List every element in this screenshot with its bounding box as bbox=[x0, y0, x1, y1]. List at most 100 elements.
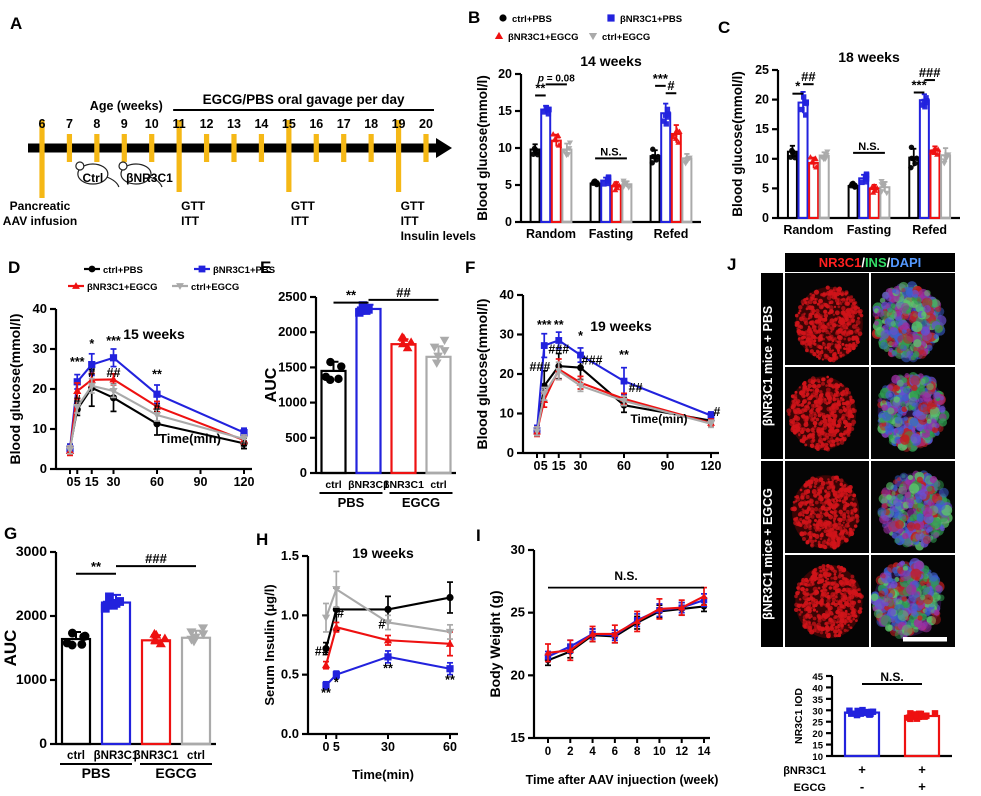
x-category-label: βNR3C1 bbox=[94, 750, 139, 762]
bar bbox=[818, 154, 830, 219]
bar bbox=[808, 161, 820, 219]
x-tick-label: 5 bbox=[541, 459, 548, 473]
week-label: 12 bbox=[200, 117, 214, 131]
significance-label: # bbox=[337, 607, 344, 621]
timeline-annotation: Insulin levels bbox=[401, 229, 477, 243]
series-line bbox=[325, 587, 451, 633]
y-tick-label: 20 bbox=[498, 67, 512, 81]
week-label: 16 bbox=[309, 117, 323, 131]
x-category-label: βNR3C1 bbox=[383, 479, 424, 491]
y-tick-label: 2500 bbox=[278, 289, 307, 304]
week-label: 20 bbox=[419, 117, 433, 131]
y-tick-label: 15 bbox=[812, 741, 823, 752]
timeline-tick bbox=[231, 134, 237, 162]
week-label: 9 bbox=[121, 117, 128, 131]
group-bracket-label: EGCG bbox=[402, 495, 440, 510]
chart-title: 18 weeks bbox=[838, 49, 900, 65]
significance-label: ** bbox=[152, 368, 162, 382]
y-tick-label: 2000 bbox=[278, 324, 307, 339]
x-axis-label: Time(min) bbox=[352, 767, 414, 782]
legend-label: βNR3C1+PBS bbox=[620, 14, 682, 25]
y-tick-label: 20 bbox=[500, 366, 514, 381]
significance-label: ## bbox=[629, 381, 643, 395]
x-category-label: Refed bbox=[912, 223, 947, 237]
week-label: 18 bbox=[364, 117, 378, 131]
bar bbox=[670, 132, 682, 223]
x-category-label: Refed bbox=[654, 227, 689, 241]
significance-label: ### bbox=[548, 342, 569, 356]
legend-label: βNR3C1+EGCG bbox=[87, 282, 157, 293]
x-tick-label: 120 bbox=[234, 475, 255, 489]
y-tick-label: 0.0 bbox=[281, 726, 299, 741]
legend-label: ctrl+PBS bbox=[512, 14, 552, 25]
significance-label: ** bbox=[91, 559, 102, 574]
y-tick-label: 25 bbox=[755, 63, 769, 77]
week-label: 19 bbox=[392, 117, 406, 131]
x-tick-label: 15 bbox=[552, 459, 566, 473]
y-tick-label: 0.5 bbox=[281, 667, 299, 682]
panel-h-label: H bbox=[256, 530, 269, 549]
timeline-annotation: ITT bbox=[181, 214, 200, 228]
panel-g-label: G bbox=[4, 524, 18, 543]
significance-label: ### bbox=[582, 354, 603, 368]
bar bbox=[847, 185, 859, 219]
y-tick-label: 15 bbox=[498, 104, 512, 118]
row-label: βNR3C1 bbox=[783, 765, 826, 777]
scale-bar bbox=[903, 637, 947, 642]
week-label: 13 bbox=[227, 117, 241, 131]
week-label: 17 bbox=[337, 117, 351, 131]
panel-a-timeline: 6 7 8 9 10 11 12 13 14 15 16 17 18 19 20 Age (weeks) EGC… bbox=[3, 92, 476, 243]
x-tick-label: 0 bbox=[534, 459, 541, 473]
bar bbox=[355, 307, 382, 475]
y-tick-label: 20 bbox=[511, 667, 525, 682]
significance-label: * bbox=[578, 329, 583, 343]
y-tick-label: 5 bbox=[505, 178, 512, 192]
x-tick-label: 120 bbox=[701, 459, 722, 473]
significance-label: ** bbox=[619, 348, 629, 362]
bar bbox=[797, 101, 809, 220]
significance-label: # bbox=[241, 438, 248, 452]
panel-c: C 0 5 10 15 20 25 Blood glucose(mmol/l) Random F… bbox=[718, 18, 981, 255]
panel-i: I 15 20 25 30 Body Weight (g) 0 2 4 6 8 10 12 14 N.S.… bbox=[472, 520, 730, 796]
y-tick-label: 2000 bbox=[16, 607, 47, 623]
bar bbox=[589, 182, 601, 224]
significance-label: # bbox=[713, 405, 720, 419]
significance-label: ### bbox=[145, 551, 167, 566]
timeline-tick bbox=[176, 120, 182, 192]
y-tick-label: 40 bbox=[33, 301, 47, 316]
panel-c-chart: 0 5 10 15 20 25 Blood glucose(mmol/l) Random Fas… bbox=[730, 49, 960, 237]
panel-b-chart: 0 5 10 15 20 Blood glucose(mmol/l) Random Fasti… bbox=[475, 53, 701, 241]
bar bbox=[681, 157, 693, 223]
bar bbox=[561, 148, 573, 223]
x-tick-label: 30 bbox=[107, 475, 121, 489]
y-tick-label: 20 bbox=[755, 93, 769, 107]
y-tick-label: 0 bbox=[762, 211, 769, 225]
panel-f-label: F bbox=[465, 258, 476, 277]
x-tick-label: 6 bbox=[612, 746, 618, 758]
week-label: 10 bbox=[145, 117, 159, 131]
panel-i-label: I bbox=[476, 526, 481, 545]
row-value: + bbox=[858, 762, 866, 777]
chart-title: 19 weeks bbox=[352, 545, 414, 561]
significance-label: ## bbox=[396, 285, 411, 300]
legend-label: βNR3C1+PBS bbox=[213, 265, 275, 276]
x-tick-label: 90 bbox=[661, 459, 675, 473]
y-tick-label: 0 bbox=[40, 461, 47, 476]
week-label: 15 bbox=[282, 117, 296, 131]
x-axis-label: Time(min) bbox=[159, 431, 221, 446]
bar bbox=[529, 148, 541, 223]
row-label: EGCG bbox=[794, 782, 826, 794]
y-axis-label: NR3C1 IOD bbox=[793, 688, 805, 744]
panel-e: E 0 500 1000 1500 2000 2500 AUC ctrl βNR3C1 βNR3C… bbox=[258, 255, 468, 520]
bar bbox=[940, 154, 952, 219]
bar bbox=[550, 139, 562, 223]
timeline-annotation: Pancreatic bbox=[10, 199, 71, 213]
y-tick-label: 0 bbox=[39, 735, 47, 751]
bar bbox=[621, 183, 633, 223]
legend-label: βNR3C1+EGCG bbox=[508, 32, 578, 43]
y-tick-label: 30 bbox=[33, 341, 47, 356]
x-category-label: βNR3C1 bbox=[134, 750, 179, 762]
